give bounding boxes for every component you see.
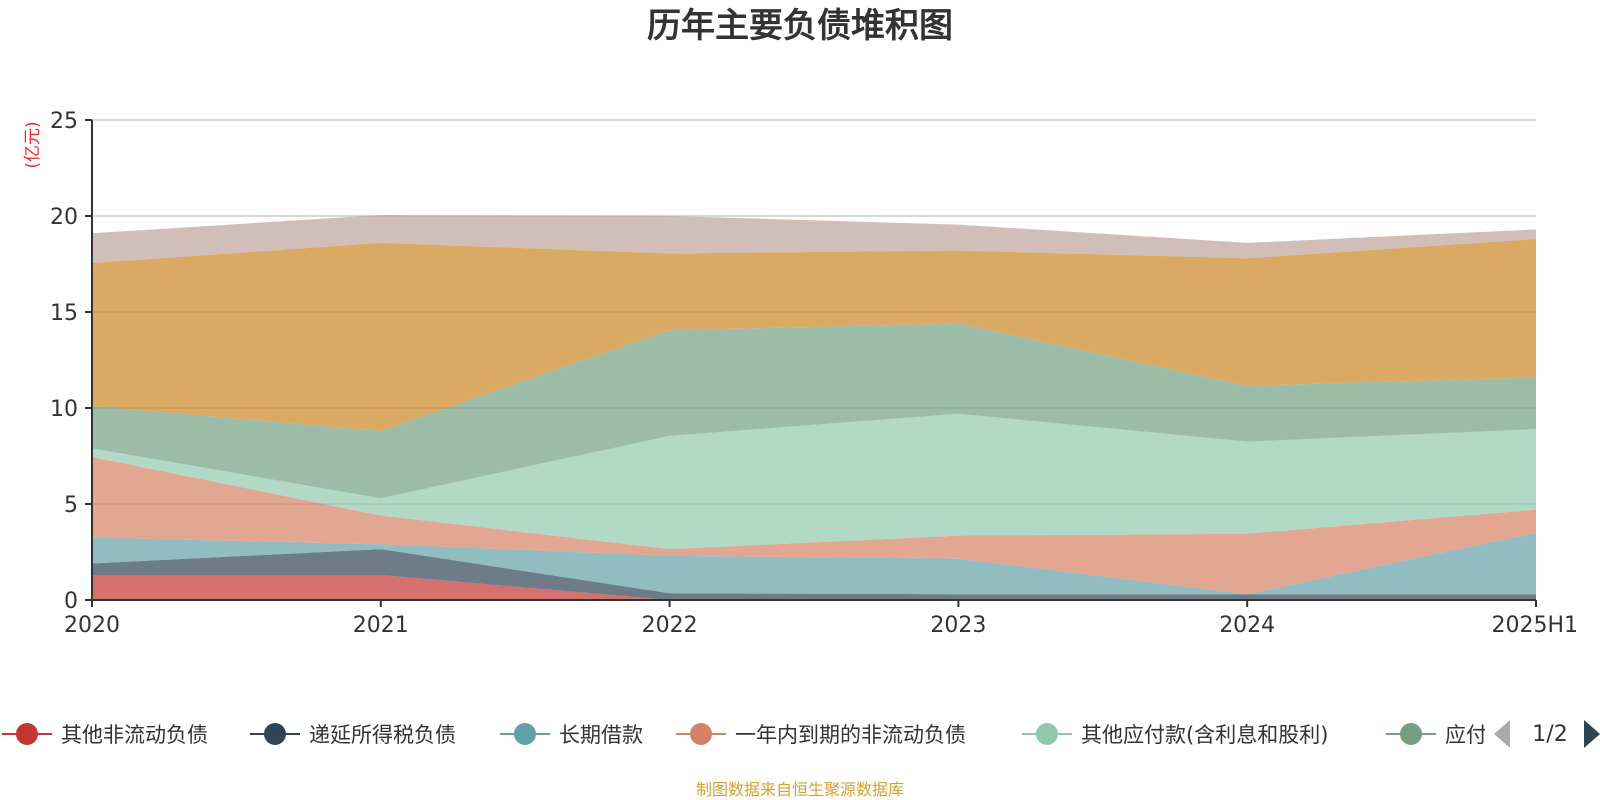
- area-series-group: [92, 215, 1536, 600]
- legend-circle-marker: [264, 723, 286, 745]
- y-tick-label: 20: [50, 205, 78, 230]
- chart-title: 历年主要负债堆积图: [647, 6, 953, 46]
- legend-items: 其他非流动负债 递延所得税负债 长期借款 一年内到期的非流动负债 其他应付款(含利息和股…: [2, 723, 1487, 747]
- legend-circle-marker: [16, 723, 38, 745]
- x-tick-label: 2024: [1219, 613, 1275, 638]
- x-tick-label: 2020: [64, 613, 120, 638]
- axes: 0 5 10 15 20 25 2020 2021 2022 2023 2024 2025H1: [50, 109, 1578, 638]
- area-series-3: [92, 532, 1536, 595]
- legend-circle-marker: [1400, 723, 1422, 745]
- legend-label: 其他应付款(含利息和股利): [1081, 723, 1328, 747]
- legend-item[interactable]: 一年内到期的非流动负债: [676, 723, 966, 747]
- area-series-7: [92, 239, 1536, 432]
- legend-item[interactable]: 递延所得税负债: [250, 723, 456, 747]
- y-tick-label: 15: [50, 301, 78, 326]
- legend-label: 长期借款: [559, 723, 643, 747]
- legend-item[interactable]: 其他非流动负债: [2, 723, 208, 747]
- legend-label: 递延所得税负债: [309, 723, 456, 747]
- y-tick-label: 0: [64, 589, 78, 614]
- legend-label: 应付: [1445, 723, 1487, 747]
- area-series-6: [92, 323, 1536, 499]
- legend-circle-marker: [1036, 723, 1058, 745]
- y-tick-label: 5: [64, 493, 78, 518]
- legend-label: 其他非流动负债: [61, 723, 208, 747]
- x-tick-label: 2021: [353, 613, 409, 638]
- legend-circle-marker: [690, 723, 712, 745]
- legend-next-page-arrow[interactable]: [1584, 720, 1600, 748]
- x-tick-label: 2025H1: [1491, 613, 1578, 638]
- legend-page-indicator: 1/2: [1532, 722, 1567, 747]
- legend-item[interactable]: 长期借款: [500, 723, 643, 747]
- area-series-5: [92, 413, 1536, 550]
- y-axis-unit-label: (亿元): [23, 121, 43, 168]
- area-series-1: [92, 575, 1536, 600]
- area-series-4: [92, 456, 1536, 595]
- data-source-note: 制图数据来自恒生聚源数据库: [696, 780, 904, 799]
- legend: 其他非流动负债 递延所得税负债 长期借款 一年内到期的非流动负债 其他应付款(含利息和股…: [2, 723, 1487, 747]
- legend-circle-marker: [514, 723, 536, 745]
- x-tick-label: 2022: [642, 613, 698, 638]
- legend-item[interactable]: 其他应付款(含利息和股利): [1022, 723, 1328, 747]
- area-series-8: [92, 215, 1536, 264]
- area-series-2: [92, 549, 1536, 600]
- y-tick-label: 25: [50, 109, 78, 134]
- legend-item[interactable]: 应付: [1386, 723, 1487, 747]
- legend-prev-page-arrow[interactable]: [1494, 720, 1510, 748]
- x-tick-label: 2023: [930, 613, 986, 638]
- y-tick-label: 10: [50, 397, 78, 422]
- legend-label: 一年内到期的非流动负债: [735, 723, 966, 747]
